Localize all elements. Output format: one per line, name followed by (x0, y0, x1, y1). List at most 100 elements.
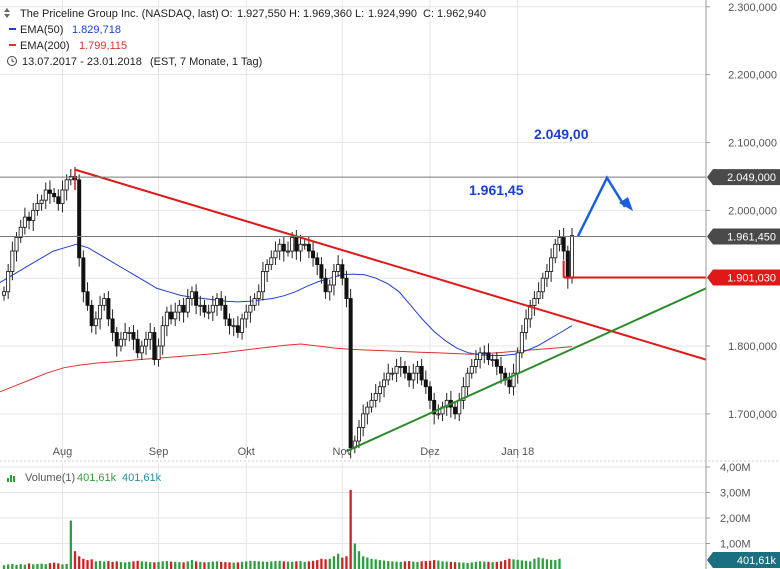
candle-body (570, 235, 575, 279)
forecast-arrow (576, 175, 627, 237)
volume-bar (420, 561, 423, 569)
volume-bar (291, 561, 294, 569)
green-uptrend-line (346, 287, 707, 453)
volume-bar (412, 561, 415, 569)
volume-legend: Volume(1) 401,61k 401,61k (7, 472, 162, 484)
candle-body (252, 298, 257, 306)
legend-ema50-name: EMA(50) (20, 24, 63, 36)
time-tick-label: Jan 18 (501, 446, 534, 458)
volume-bar (545, 559, 549, 569)
volume-bar (169, 561, 173, 569)
candle-body (81, 257, 86, 293)
volume-bar (23, 564, 27, 569)
candle-body (306, 243, 311, 252)
time-tick-label: Sep (149, 446, 169, 458)
volume-bar (203, 562, 206, 569)
volume-bar (186, 561, 189, 569)
volume-bar (478, 561, 482, 569)
candle-body (436, 413, 441, 416)
candle-body (507, 379, 512, 388)
volume-bar (504, 560, 507, 569)
candle-body (557, 237, 562, 245)
candle-body (160, 325, 165, 347)
volume-tag-label: 401,61k (737, 555, 777, 567)
volume-tag-bg (707, 552, 780, 568)
candle-body (85, 291, 90, 306)
volume-bar (19, 564, 22, 569)
volume-bar (232, 562, 235, 569)
candle-body (478, 352, 483, 361)
volume-bar (449, 561, 453, 569)
candle-body (486, 352, 491, 361)
volume-bar (462, 562, 465, 569)
volume-bar (483, 561, 486, 569)
candle-body (98, 304, 103, 320)
candle-body (373, 393, 378, 401)
candle-body (490, 359, 495, 362)
candle-body (294, 237, 299, 252)
volume-bar (103, 561, 106, 569)
volume-bar (282, 561, 285, 569)
candle-body (110, 318, 115, 333)
candle-body (173, 311, 178, 320)
volume-bar (391, 561, 394, 569)
candle-body (498, 365, 503, 374)
volume-bar (82, 558, 85, 569)
candle-body (298, 243, 303, 252)
volume-bar (537, 557, 540, 569)
volume-bar (61, 564, 64, 569)
volume-bar (65, 563, 68, 569)
candle-body (331, 271, 336, 286)
volume-bar (44, 564, 47, 569)
volume-bar (286, 561, 290, 569)
forecast-arrow-head (619, 196, 633, 211)
candle-body (453, 406, 458, 415)
candle-body (164, 311, 169, 327)
candle-body (194, 291, 199, 306)
volume-bar (378, 560, 382, 569)
volume-bar (307, 561, 311, 569)
volume-bar (27, 563, 31, 569)
candle-body (444, 399, 449, 408)
volume-bar (253, 561, 256, 569)
candle-body (277, 243, 282, 252)
candle-body (189, 291, 194, 299)
volume-bar (495, 561, 498, 569)
candle-body (214, 298, 219, 306)
volume-bar (433, 560, 436, 569)
candle-body (18, 226, 23, 238)
candle-body (540, 277, 545, 293)
volume-bar (362, 556, 365, 569)
volume-icon (7, 475, 15, 482)
legend-main-name: The Priceline Group Inc. (NASDAQ, last) (20, 8, 219, 20)
volume-bar (15, 564, 18, 569)
candle-body (419, 365, 424, 381)
candle-body (265, 264, 270, 272)
volume-bar (533, 558, 536, 569)
volume-bar (140, 561, 143, 569)
candle-body (511, 372, 516, 388)
volume-bar (119, 562, 123, 569)
legend-c-label: C: (423, 8, 434, 20)
volume-bar (316, 560, 319, 569)
volume-bar (332, 556, 336, 569)
candle-body (565, 250, 570, 279)
candle-body (461, 386, 466, 401)
candle-body (348, 298, 353, 449)
legend-period-range: 13.07.2017 - 23.01.2018 (22, 56, 142, 68)
candle-body (544, 271, 549, 279)
volume-legend-v2: 401,61k (122, 472, 162, 484)
candle-body (202, 304, 207, 313)
volume-bar (403, 561, 407, 569)
time-tick-label: Dez (420, 446, 440, 458)
volume-bar (437, 560, 440, 569)
candle-body (315, 257, 320, 266)
candle-body (68, 176, 73, 181)
volume-bar (353, 543, 356, 569)
candle-body (240, 318, 245, 333)
volume-bar (224, 562, 227, 569)
candle-body (27, 216, 32, 221)
candle-body (60, 189, 65, 204)
candle-body (169, 311, 174, 320)
